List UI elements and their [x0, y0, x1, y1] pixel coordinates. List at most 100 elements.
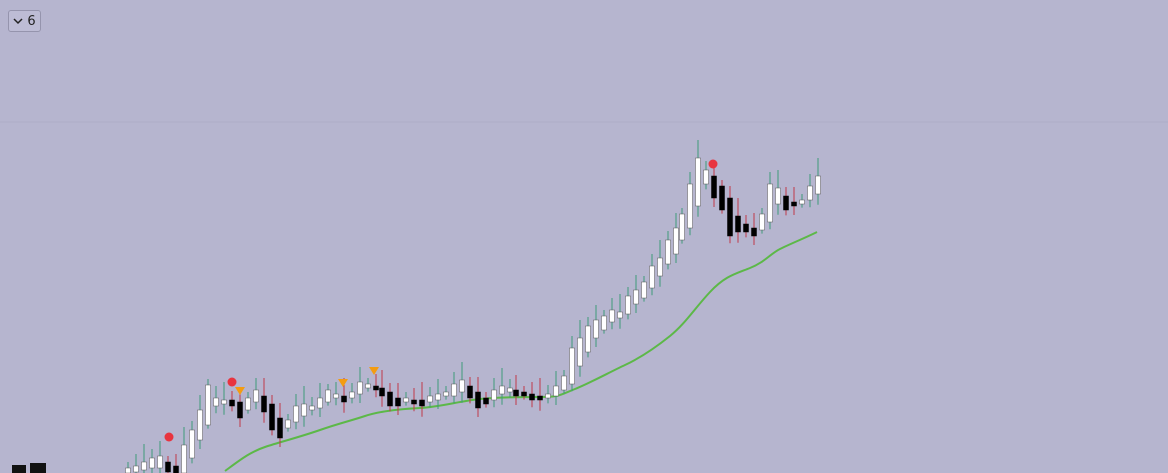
candle-body — [799, 199, 805, 205]
signal-triangle — [338, 379, 348, 387]
candle-body — [133, 465, 139, 473]
signal-triangle — [369, 367, 379, 375]
candle-body — [561, 375, 567, 391]
candle-body — [379, 387, 385, 397]
candle-body — [537, 395, 543, 401]
candle-body — [309, 405, 315, 411]
candle-body — [507, 387, 513, 393]
markers — [164, 159, 718, 442]
candle-body — [349, 391, 355, 399]
candle-body — [759, 213, 765, 231]
candle-body — [521, 391, 527, 397]
candle-body — [317, 397, 323, 409]
candle-body — [513, 389, 519, 397]
candle-body — [213, 397, 219, 407]
candle-body — [553, 385, 559, 397]
candle-body — [237, 401, 243, 419]
candle-body — [491, 389, 497, 401]
candle-body — [499, 385, 505, 395]
candle-body — [807, 185, 813, 201]
candle-body — [743, 223, 749, 233]
candle-body — [695, 157, 701, 207]
candle-body — [373, 385, 379, 391]
candle-body — [601, 315, 607, 331]
candle-body — [703, 169, 709, 185]
candle-body — [435, 393, 441, 401]
candle-body — [341, 395, 347, 403]
interval-dropdown[interactable]: 6 — [8, 10, 41, 32]
candle-body — [791, 201, 797, 207]
candle-body — [181, 444, 187, 473]
candle-body — [625, 295, 631, 315]
candle-body — [221, 399, 227, 405]
candle-body — [245, 397, 251, 411]
candle-body — [665, 239, 671, 265]
candle-body — [293, 405, 299, 423]
candle-body — [301, 403, 307, 417]
candle-body — [253, 389, 259, 403]
candle-body — [451, 383, 457, 397]
candle-body — [783, 195, 789, 211]
candle-body — [427, 395, 433, 403]
signal-dot — [164, 432, 174, 442]
candle-body — [285, 419, 291, 429]
candle-body — [395, 397, 401, 407]
candle-body — [173, 465, 179, 473]
candle-body — [277, 417, 283, 439]
candle-body — [679, 213, 685, 241]
candle-body — [403, 397, 409, 403]
candle-body — [411, 399, 417, 405]
candle-body — [577, 337, 583, 367]
candle-body — [333, 393, 339, 399]
chevron-icon — [13, 18, 23, 25]
signal-dot — [708, 159, 718, 169]
logo-fragment — [12, 465, 26, 473]
candle-body — [387, 391, 393, 407]
candle-body — [767, 183, 773, 223]
candle-body — [633, 289, 639, 305]
candles — [125, 140, 821, 473]
candle-body — [125, 467, 131, 473]
dropdown-label: 6 — [27, 13, 36, 29]
candle-body — [585, 325, 591, 353]
signal-dot — [227, 377, 237, 387]
candle-body — [149, 457, 155, 469]
candle-body — [687, 183, 693, 229]
candle-body — [467, 385, 473, 399]
candle-body — [419, 399, 425, 407]
candle-body — [617, 311, 623, 319]
candle-body — [165, 461, 171, 473]
candle-body — [711, 175, 717, 199]
candle-body — [141, 461, 147, 471]
candle-body — [719, 185, 725, 211]
candle-body — [357, 381, 363, 395]
candle-body — [735, 215, 741, 233]
candle-body — [649, 265, 655, 289]
candle-body — [529, 393, 535, 401]
signal-triangle — [235, 387, 245, 395]
candle-body — [157, 455, 163, 469]
candle-body — [815, 175, 821, 195]
candle-body — [475, 391, 481, 409]
candle-body — [325, 389, 331, 403]
candle-body — [593, 319, 599, 339]
candle-body — [673, 227, 679, 255]
candle-body — [205, 384, 211, 426]
logo-fragment — [30, 463, 46, 473]
candle-body — [545, 393, 551, 399]
candle-body — [751, 227, 757, 237]
candle-body — [189, 429, 195, 459]
candle-body — [657, 257, 663, 277]
candle-body — [569, 347, 575, 385]
candle-body — [365, 383, 371, 389]
candle-body — [727, 197, 733, 237]
candle-body — [459, 379, 465, 393]
candle-body — [609, 309, 615, 323]
candle-body — [269, 403, 275, 431]
candle-body — [229, 399, 235, 407]
candle-body — [641, 281, 647, 299]
candle-body — [197, 409, 203, 441]
candle-body — [775, 187, 781, 205]
